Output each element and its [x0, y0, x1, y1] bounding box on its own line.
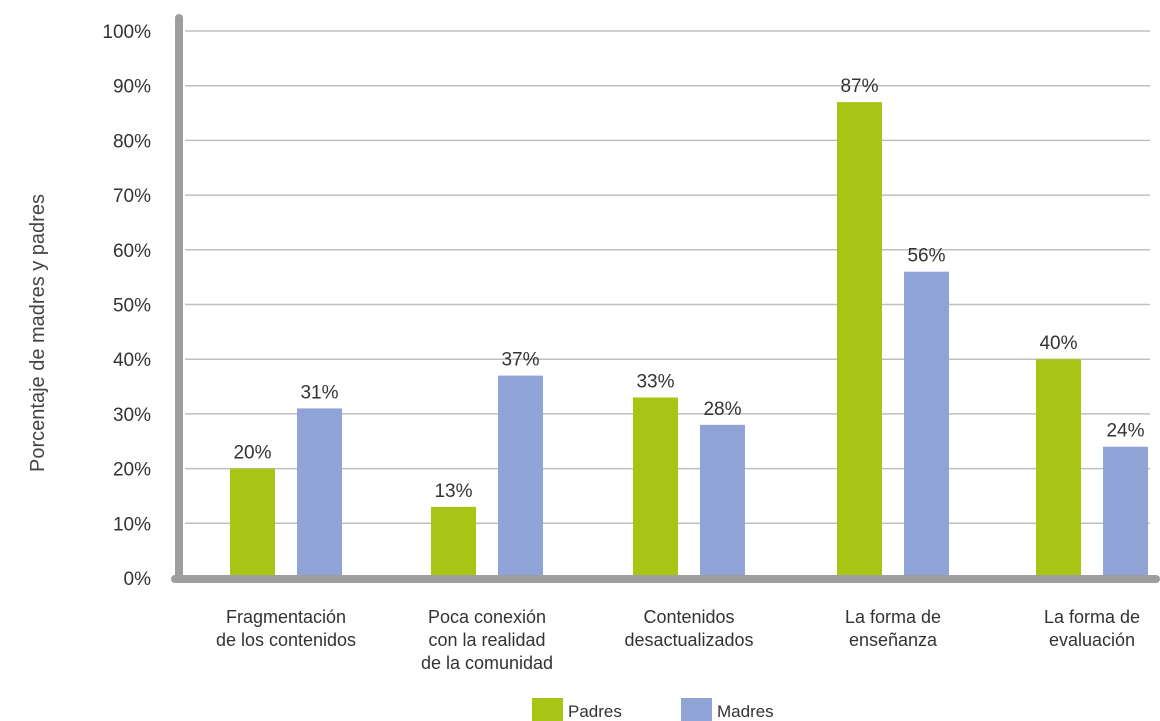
- data-label: 37%: [501, 350, 539, 371]
- category-label: Contenidos desactualizados: [624, 607, 753, 650]
- category-label-line: con la realidad: [428, 630, 545, 650]
- data-label: 56%: [907, 246, 945, 267]
- legend: Padres Madres: [532, 698, 774, 721]
- category-label-line: evaluación: [1049, 630, 1135, 650]
- category-label: Fragmentación de los contenidos: [216, 607, 356, 650]
- bar-madres: [904, 271, 949, 578]
- y-tick-label: 100%: [102, 22, 151, 43]
- category-label-line: Contenidos: [643, 607, 734, 627]
- y-tick-label: 40%: [113, 350, 151, 371]
- grid-lines: [185, 30, 1150, 525]
- data-labels: 20% 13% 33% 87% 40% 31% 37% 28% 56% 24%: [233, 76, 1144, 502]
- category-label: Poca conexión con la realidad de la comuni…: [421, 607, 553, 673]
- category-label-line: desactualizados: [624, 630, 753, 650]
- category-label-line: La forma de: [1044, 607, 1140, 627]
- bar-madres: [498, 375, 543, 578]
- y-tick-label: 30%: [113, 405, 151, 426]
- bar-padres: [1036, 359, 1081, 578]
- bar-madres: [1103, 446, 1148, 578]
- bar-madres: [297, 408, 342, 578]
- category-label-line: Poca conexión: [428, 607, 546, 627]
- axes: [171, 14, 1160, 583]
- y-tick-label: 90%: [113, 77, 151, 98]
- category-label-line: Fragmentación: [226, 607, 346, 627]
- bar-padres: [633, 397, 678, 578]
- data-label: 24%: [1106, 421, 1144, 442]
- category-label-line: de la comunidad: [421, 653, 553, 673]
- y-tick-label: 50%: [113, 296, 151, 317]
- y-tick-label: 0%: [124, 569, 152, 590]
- data-label: 87%: [840, 76, 878, 97]
- category-labels: Fragmentación de los contenidos Poca conex…: [216, 607, 1140, 673]
- legend-label: Padres: [568, 702, 622, 721]
- data-label: 33%: [636, 371, 674, 392]
- category-label: La forma de evaluación: [1044, 607, 1140, 650]
- bar-padres: [837, 102, 882, 579]
- bar-madres: [700, 424, 745, 578]
- bar-padres: [431, 506, 476, 578]
- bars: [230, 102, 1148, 579]
- legend-swatch: [681, 698, 712, 721]
- data-label: 20%: [233, 443, 271, 464]
- y-tick-labels: 0% 10% 20% 30% 40% 50% 60% 70% 80% 90% 100%: [102, 22, 151, 590]
- y-tick-label: 10%: [113, 514, 151, 535]
- category-label: La forma de enseñanza: [845, 607, 941, 650]
- data-label: 31%: [300, 382, 338, 403]
- y-tick-label: 60%: [113, 241, 151, 262]
- bar-padres: [230, 468, 275, 578]
- data-label: 28%: [703, 399, 741, 420]
- legend-label: Madres: [717, 702, 774, 721]
- data-label: 13%: [434, 481, 472, 502]
- category-label-line: de los contenidos: [216, 630, 356, 650]
- category-label-line: La forma de: [845, 607, 941, 627]
- y-tick-label: 80%: [113, 131, 151, 152]
- data-label: 40%: [1039, 333, 1077, 354]
- category-label-line: enseñanza: [849, 630, 938, 650]
- y-tick-label: 20%: [113, 460, 151, 481]
- y-axis-title: Porcentaje de madres y padres: [27, 194, 49, 472]
- legend-swatch: [532, 698, 563, 721]
- y-tick-label: 70%: [113, 186, 151, 207]
